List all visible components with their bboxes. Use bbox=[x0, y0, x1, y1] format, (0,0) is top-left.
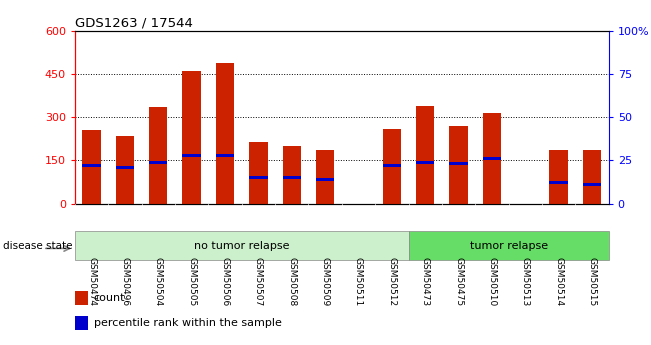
Bar bbox=[83, 164, 101, 167]
Bar bbox=[75, 291, 89, 305]
Bar bbox=[583, 183, 601, 186]
Bar bbox=[449, 126, 467, 204]
Bar bbox=[483, 157, 501, 160]
Bar bbox=[75, 316, 89, 330]
Bar bbox=[283, 146, 301, 204]
Text: tumor relapse: tumor relapse bbox=[469, 241, 547, 251]
Text: GSM50496: GSM50496 bbox=[120, 257, 130, 306]
Bar bbox=[216, 63, 234, 204]
Bar bbox=[283, 176, 301, 179]
Bar bbox=[149, 107, 167, 204]
Bar bbox=[182, 71, 201, 204]
Bar bbox=[383, 129, 401, 204]
Text: GSM50508: GSM50508 bbox=[287, 257, 296, 306]
Bar bbox=[249, 142, 268, 204]
Text: disease state: disease state bbox=[3, 241, 73, 251]
Bar bbox=[216, 154, 234, 157]
Text: GSM50473: GSM50473 bbox=[421, 257, 430, 306]
Text: GSM50507: GSM50507 bbox=[254, 257, 263, 306]
Text: count: count bbox=[94, 293, 125, 303]
Bar bbox=[383, 164, 401, 167]
Bar bbox=[416, 106, 434, 204]
Text: GSM50475: GSM50475 bbox=[454, 257, 463, 306]
Text: GSM50511: GSM50511 bbox=[354, 257, 363, 306]
Text: percentile rank within the sample: percentile rank within the sample bbox=[94, 318, 281, 328]
Text: GSM50474: GSM50474 bbox=[87, 257, 96, 306]
Bar bbox=[583, 150, 601, 204]
Text: GSM50505: GSM50505 bbox=[187, 257, 196, 306]
Bar bbox=[182, 154, 201, 157]
Bar bbox=[449, 162, 467, 165]
Text: GSM50506: GSM50506 bbox=[221, 257, 230, 306]
Bar bbox=[549, 181, 568, 184]
Bar bbox=[83, 130, 101, 204]
Bar bbox=[116, 166, 134, 169]
Text: GSM50512: GSM50512 bbox=[387, 257, 396, 306]
Text: GSM50514: GSM50514 bbox=[554, 257, 563, 306]
Text: GSM50515: GSM50515 bbox=[587, 257, 596, 306]
Bar bbox=[316, 150, 334, 204]
Text: GSM50504: GSM50504 bbox=[154, 257, 163, 306]
Bar bbox=[116, 136, 134, 204]
Bar bbox=[416, 161, 434, 164]
Bar bbox=[316, 178, 334, 181]
Text: GSM50509: GSM50509 bbox=[320, 257, 329, 306]
Text: GSM50513: GSM50513 bbox=[521, 257, 530, 306]
Text: GDS1263 / 17544: GDS1263 / 17544 bbox=[75, 17, 193, 30]
FancyBboxPatch shape bbox=[75, 231, 409, 260]
Bar bbox=[483, 113, 501, 204]
Bar bbox=[249, 176, 268, 179]
Bar bbox=[149, 161, 167, 164]
Text: no tumor relapse: no tumor relapse bbox=[194, 241, 290, 251]
Text: GSM50510: GSM50510 bbox=[488, 257, 497, 306]
FancyBboxPatch shape bbox=[409, 231, 609, 260]
Bar bbox=[549, 150, 568, 204]
